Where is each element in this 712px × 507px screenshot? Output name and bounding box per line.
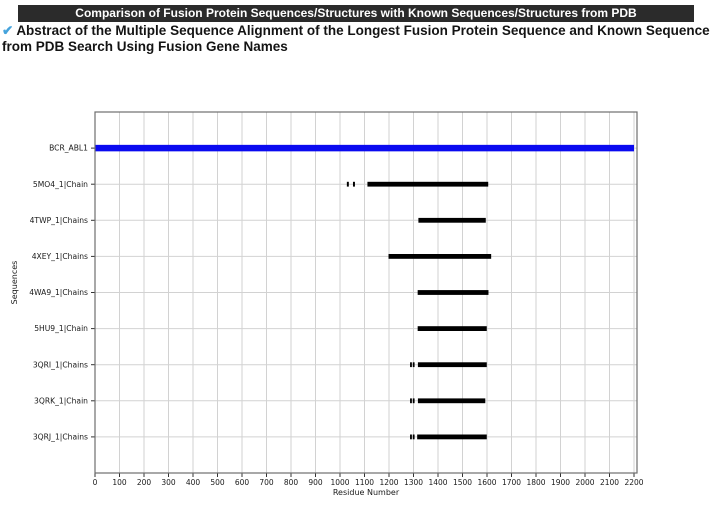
sequence-bar-segment (352, 181, 355, 187)
x-tick-label: 1100 (355, 478, 374, 487)
x-tick-label: 900 (308, 478, 323, 487)
x-tick-label: 1900 (551, 478, 570, 487)
x-axis-label: Residue Number (333, 488, 400, 497)
x-tick-label: 1400 (428, 478, 447, 487)
y-tick-label: 5MO4_1|Chain (33, 180, 88, 189)
y-tick-label: BCR_ABL1 (49, 144, 88, 153)
x-tick-label: 2100 (600, 478, 619, 487)
sequence-bar-segment (412, 398, 415, 404)
y-tick-label: 3QRK_1|Chain (34, 396, 88, 405)
x-tick-label: 1500 (453, 478, 472, 487)
sequence-bar-segment (418, 217, 486, 223)
sequence-bar-segment (410, 362, 412, 368)
x-tick-label: 1000 (330, 478, 349, 487)
sequence-bar-segment (95, 144, 634, 152)
x-tick-label: 1600 (477, 478, 496, 487)
x-tick-label: 500 (210, 478, 225, 487)
x-tick-label: 1800 (526, 478, 545, 487)
subtitle-line-1: Abstract of the Multiple Sequence Alignm… (16, 23, 710, 38)
subtitle-line-2: from PDB Search Using Fusion Gene Names (2, 39, 288, 54)
sequence-bar-segment (417, 398, 486, 404)
y-tick-label: 3QRI_1|Chains (33, 360, 88, 369)
y-tick-label: 4WA9_1|Chains (29, 288, 88, 297)
sequence-bar-segment (412, 434, 415, 440)
y-tick-label: 3QRJ_1|Chains (33, 433, 88, 442)
x-tick-label: 600 (235, 478, 250, 487)
x-tick-label: 400 (186, 478, 201, 487)
sequence-bar-segment (388, 254, 492, 259)
checkmark-icon: ✔ (2, 23, 14, 38)
sequence-bar-segment (410, 434, 412, 440)
sequence-bar-segment (417, 434, 487, 440)
x-tick-label: 2200 (624, 478, 643, 487)
y-tick-label: 4TWP_1|Chains (30, 216, 88, 225)
x-tick-label: 200 (137, 478, 152, 487)
x-tick-label: 800 (284, 478, 299, 487)
x-tick-label: 1300 (404, 478, 423, 487)
sequence-bar-segment (417, 290, 489, 295)
sequence-bar-segment (417, 362, 487, 368)
y-tick-label: 5HU9_1|Chain (34, 324, 88, 333)
x-tick-label: 2000 (575, 478, 594, 487)
y-axis-label: Sequences (10, 261, 19, 305)
x-tick-label: 1700 (502, 478, 521, 487)
sequence-bar-segment (412, 362, 415, 368)
sequence-bar-segment (367, 181, 489, 187)
x-tick-label: 700 (259, 478, 274, 487)
report-title: Comparison of Fusion Protein Sequences/S… (75, 6, 637, 20)
sequence-bar-segment (417, 326, 487, 331)
x-tick-label: 300 (161, 478, 176, 487)
report-title-bar: Comparison of Fusion Protein Sequences/S… (18, 5, 694, 22)
sequence-bar-segment (346, 181, 349, 187)
report-subtitle: ✔ Abstract of the Multiple Sequence Align… (2, 23, 710, 55)
y-tick-label: 4XEY_1|Chains (32, 252, 88, 261)
x-tick-label: 0 (93, 478, 98, 487)
sequence-bar-segment (410, 398, 412, 404)
x-tick-label: 1200 (379, 478, 398, 487)
plot-border (94, 111, 638, 474)
x-tick-label: 100 (112, 478, 127, 487)
